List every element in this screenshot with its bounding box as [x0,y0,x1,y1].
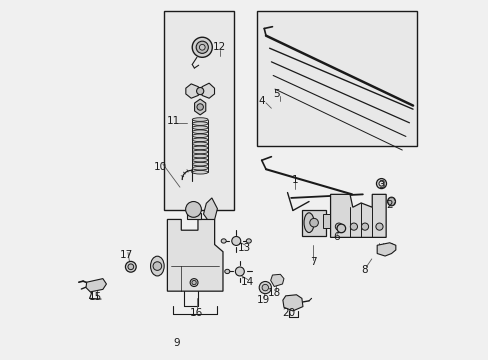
Ellipse shape [388,199,393,204]
Circle shape [262,284,268,291]
Ellipse shape [231,237,240,246]
Bar [301,210,325,235]
Ellipse shape [192,158,207,162]
Ellipse shape [192,162,207,166]
Ellipse shape [192,118,207,121]
Polygon shape [202,83,214,98]
Ellipse shape [192,146,207,150]
Ellipse shape [192,138,207,141]
Ellipse shape [192,142,207,146]
Polygon shape [330,194,386,237]
Polygon shape [86,279,106,292]
Circle shape [361,223,368,230]
Polygon shape [194,99,205,115]
Text: 16: 16 [189,308,203,318]
Circle shape [378,181,383,186]
Ellipse shape [235,267,244,276]
Circle shape [335,223,342,230]
Polygon shape [270,274,284,287]
Text: 14: 14 [240,277,253,287]
Circle shape [196,87,203,95]
Text: 12: 12 [212,42,225,52]
Text: 11: 11 [166,116,180,126]
Ellipse shape [192,150,207,154]
Circle shape [375,223,382,230]
Circle shape [259,282,271,294]
Text: 7: 7 [309,257,316,267]
Text: 8: 8 [361,265,367,275]
Text: 9: 9 [173,338,179,348]
Circle shape [153,262,162,270]
Circle shape [192,37,212,57]
Circle shape [185,202,201,217]
Ellipse shape [192,122,207,125]
Text: 1: 1 [291,175,297,185]
Circle shape [128,264,133,270]
Ellipse shape [246,239,251,243]
Polygon shape [282,295,303,311]
Text: 17: 17 [120,250,133,260]
Polygon shape [167,220,223,291]
Text: 10: 10 [153,162,166,172]
Circle shape [196,41,208,53]
Ellipse shape [387,197,395,206]
Circle shape [199,44,205,50]
Text: 15: 15 [89,292,102,302]
Text: 18: 18 [267,288,280,298]
Polygon shape [376,243,395,256]
Ellipse shape [192,130,207,134]
Circle shape [125,261,136,272]
Ellipse shape [150,256,164,276]
Circle shape [197,104,203,110]
Ellipse shape [191,280,196,285]
Polygon shape [185,84,198,98]
Ellipse shape [192,171,207,174]
Bar [163,12,233,211]
Text: 13: 13 [237,243,251,253]
Circle shape [309,219,318,227]
Ellipse shape [192,166,207,170]
Ellipse shape [190,279,198,287]
Circle shape [376,179,386,189]
Ellipse shape [304,213,313,233]
Ellipse shape [224,269,229,274]
Circle shape [349,223,357,230]
Text: 3: 3 [377,180,384,190]
Text: 4: 4 [258,96,264,106]
Ellipse shape [221,239,226,243]
Text: 5: 5 [273,89,280,99]
Text: 19: 19 [257,295,270,305]
Ellipse shape [192,134,207,138]
Bar [323,214,329,228]
Circle shape [336,224,345,233]
Ellipse shape [192,126,207,130]
Polygon shape [387,198,395,205]
Polygon shape [203,198,217,220]
Ellipse shape [192,154,207,158]
Text: 2: 2 [386,200,392,210]
Bar [186,213,201,220]
Text: 20: 20 [282,308,295,318]
Text: 6: 6 [333,232,340,242]
Bar [257,12,416,146]
